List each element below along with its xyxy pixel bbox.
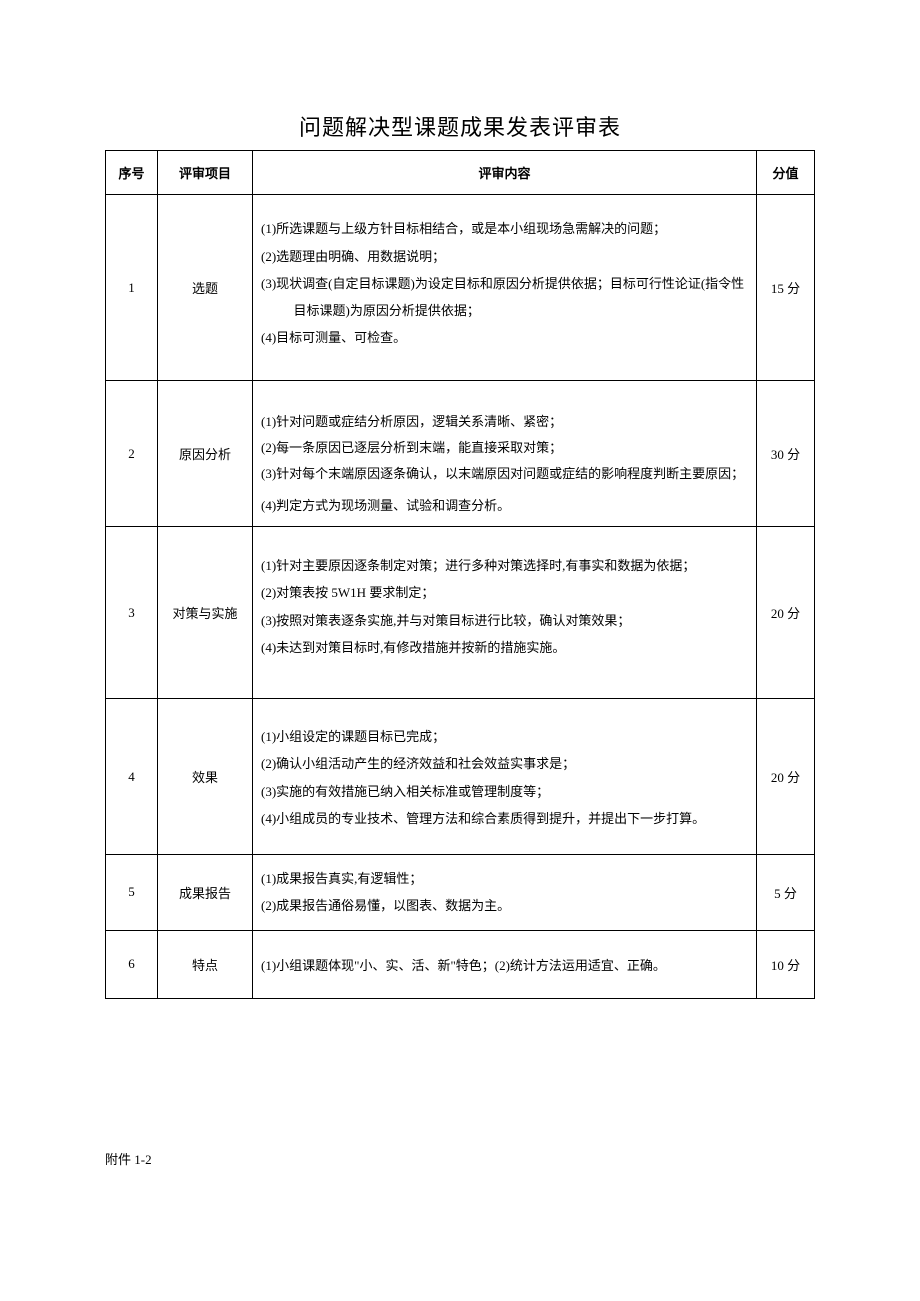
row-item: 选题 [158, 195, 253, 381]
row-content: (1)成果报告真实,有逻辑性； (2)成果报告通俗易懂，以图表、数据为主。 [253, 855, 757, 931]
row-content: (1)针对主要原因逐条制定对策；进行多种对策选择时,有事实和数据为依据； (2)… [253, 527, 757, 699]
content-line: (1)针对主要原因逐条制定对策；进行多种对策选择时,有事实和数据为依据； [261, 552, 748, 579]
table-row: 4 效果 (1)小组设定的课题目标已完成； (2)确认小组活动产生的经济效益和社… [106, 699, 815, 855]
row-content: (1)小组设定的课题目标已完成； (2)确认小组活动产生的经济效益和社会效益实事… [253, 699, 757, 855]
review-table: 序号 评审项目 评审内容 分值 1 选题 (1)所选课题与上级方针目标相结合，或… [105, 150, 815, 999]
content-line: (2)确认小组活动产生的经济效益和社会效益实事求是； [261, 750, 748, 777]
content-line: (3)现状调查(自定目标课题)为设定目标和原因分析提供依据；目标可行性论证(指令… [261, 270, 748, 325]
table-header-row: 序号 评审项目 评审内容 分值 [106, 151, 815, 195]
row-num: 4 [106, 699, 158, 855]
row-num: 5 [106, 855, 158, 931]
row-item: 效果 [158, 699, 253, 855]
table-row: 5 成果报告 (1)成果报告真实,有逻辑性； (2)成果报告通俗易懂，以图表、数… [106, 855, 815, 931]
row-content: (1)小组课题体现"小、实、活、新"特色；(2)统计方法运用适宜、正确。 [253, 930, 757, 998]
table-row: 3 对策与实施 (1)针对主要原因逐条制定对策；进行多种对策选择时,有事实和数据… [106, 527, 815, 699]
row-content: (1)所选课题与上级方针目标相结合，或是本小组现场急需解决的问题； (2)选题理… [253, 195, 757, 381]
header-content: 评审内容 [253, 151, 757, 195]
row-content: (1)针对问题或症结分析原因，逻辑关系清晰、紧密； (2)每一条原因已逐层分析到… [253, 381, 757, 527]
row-score: 20 分 [757, 527, 815, 699]
row-num: 2 [106, 381, 158, 527]
content-line: (1)小组课题体现"小、实、活、新"特色；(2)统计方法运用适宜、正确。 [261, 952, 748, 979]
content-line: (4)未达到对策目标时,有修改措施并按新的措施实施。 [261, 634, 748, 661]
content-line: (1)小组设定的课题目标已完成； [261, 723, 748, 750]
row-item: 成果报告 [158, 855, 253, 931]
row-score: 20 分 [757, 699, 815, 855]
content-line: (1)成果报告真实,有逻辑性； [261, 865, 748, 892]
content-line: (2)选题理由明确、用数据说明； [261, 243, 748, 270]
content-line: (2)每一条原因已逐层分析到末端，能直接采取对策； [261, 435, 748, 461]
content-line: (4)目标可测量、可检查。 [261, 324, 748, 351]
row-num: 1 [106, 195, 158, 381]
content-line: (4)判定方式为现场测量、试验和调查分析。 [261, 493, 748, 519]
content-line: (3)针对每个末端原因逐条确认，以末端原因对问题或症结的影响程度判断主要原因； [261, 461, 748, 487]
table-row: 2 原因分析 (1)针对问题或症结分析原因，逻辑关系清晰、紧密； (2)每一条原… [106, 381, 815, 527]
table-row: 6 特点 (1)小组课题体现"小、实、活、新"特色；(2)统计方法运用适宜、正确… [106, 930, 815, 998]
row-item: 特点 [158, 930, 253, 998]
footer-note: 附件 1-2 [105, 1149, 815, 1168]
content-line: (2)对策表按 5W1H 要求制定； [261, 579, 748, 606]
content-line: (1)针对问题或症结分析原因，逻辑关系清晰、紧密； [261, 409, 748, 435]
page-title: 问题解决型课题成果发表评审表 [105, 110, 815, 142]
row-item: 对策与实施 [158, 527, 253, 699]
row-num: 3 [106, 527, 158, 699]
header-item: 评审项目 [158, 151, 253, 195]
header-num: 序号 [106, 151, 158, 195]
row-item: 原因分析 [158, 381, 253, 527]
row-score: 5 分 [757, 855, 815, 931]
content-line: (3)按照对策表逐条实施,并与对策目标进行比较，确认对策效果； [261, 607, 748, 634]
content-line: (2)成果报告通俗易懂，以图表、数据为主。 [261, 892, 748, 919]
table-row: 1 选题 (1)所选课题与上级方针目标相结合，或是本小组现场急需解决的问题； (… [106, 195, 815, 381]
content-line: (4)小组成员的专业技术、管理方法和综合素质得到提升，并提出下一步打算。 [261, 805, 748, 832]
header-score: 分值 [757, 151, 815, 195]
row-num: 6 [106, 930, 158, 998]
row-score: 30 分 [757, 381, 815, 527]
content-line: (3)实施的有效措施已纳入相关标准或管理制度等； [261, 778, 748, 805]
content-line: (1)所选课题与上级方针目标相结合，或是本小组现场急需解决的问题； [261, 215, 748, 242]
row-score: 10 分 [757, 930, 815, 998]
row-score: 15 分 [757, 195, 815, 381]
